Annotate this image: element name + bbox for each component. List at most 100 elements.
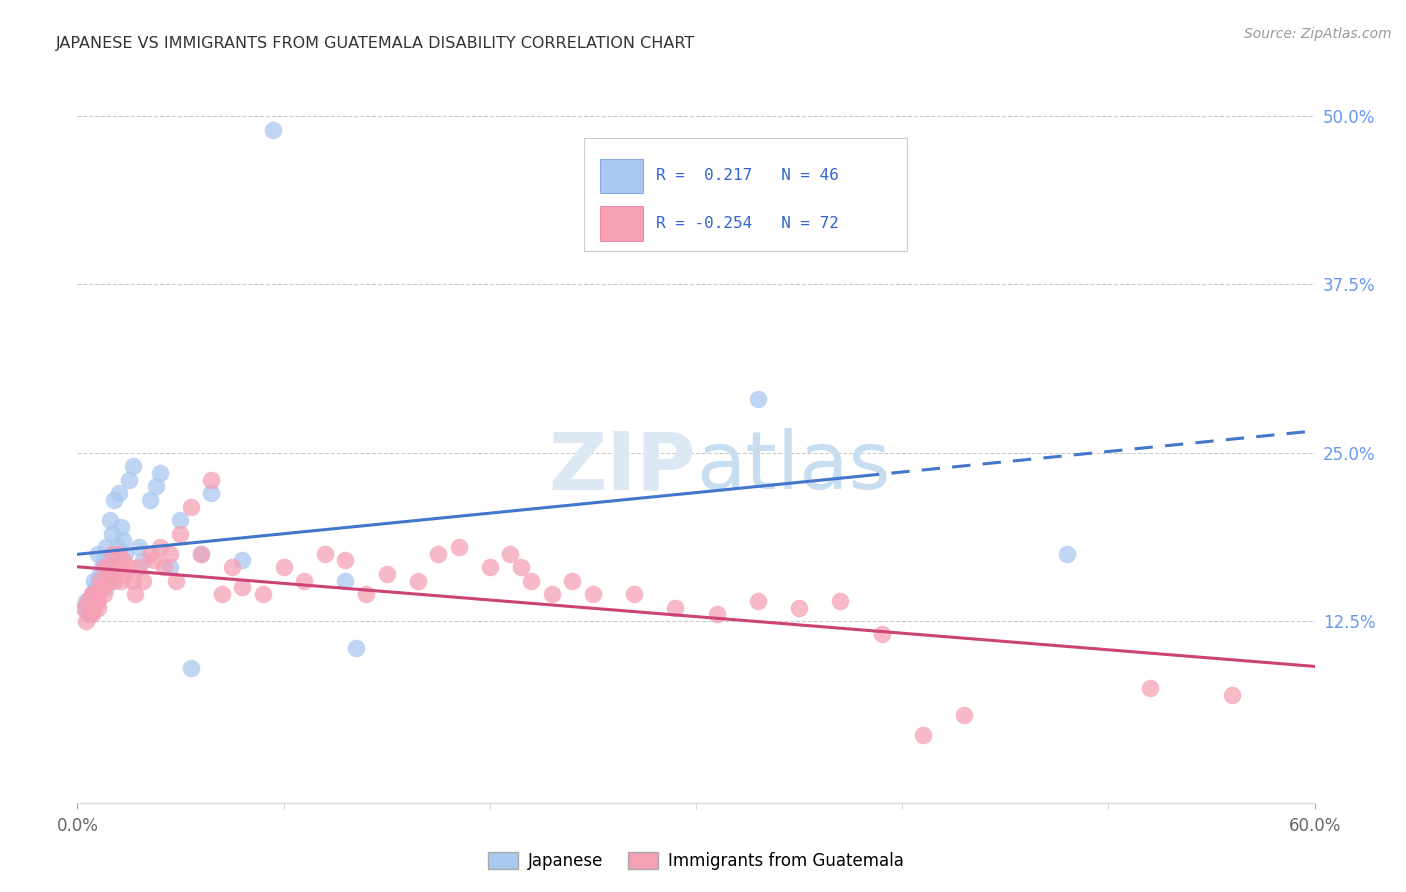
Point (97, 560, 120, 574)
Point (80, 587, 103, 601)
Point (447, 540, 470, 554)
Point (80, 607, 103, 622)
Point (105, 540, 128, 554)
Point (138, 547, 160, 561)
Text: R = -0.254   N = 72: R = -0.254 N = 72 (655, 216, 838, 231)
Point (83, 587, 105, 601)
Point (145, 479, 167, 493)
Point (231, 553, 253, 567)
Point (159, 547, 181, 561)
Point (128, 540, 150, 554)
Point (344, 640, 367, 655)
Point (91, 560, 114, 574)
Point (83, 587, 105, 601)
Point (520, 574, 543, 588)
Point (427, 547, 450, 561)
Point (499, 547, 522, 561)
Point (664, 600, 686, 615)
Point (1139, 681, 1161, 696)
Point (89, 566, 111, 581)
Point (582, 587, 605, 601)
Point (169, 526, 191, 541)
Point (111, 553, 134, 567)
Point (911, 729, 934, 743)
Point (87, 594, 110, 608)
Point (98, 566, 121, 581)
Point (375, 566, 398, 581)
Point (314, 547, 336, 561)
Point (169, 513, 191, 527)
Point (180, 661, 202, 675)
Point (110, 574, 132, 588)
Point (138, 492, 160, 507)
Point (107, 486, 129, 500)
Point (84, 580, 107, 594)
Point (96, 580, 118, 594)
Point (252, 587, 274, 601)
Point (84, 587, 107, 601)
Point (101, 526, 124, 541)
Point (72, 600, 94, 615)
Point (540, 587, 562, 601)
Point (79, 600, 101, 615)
Point (153, 560, 176, 574)
Point (98, 513, 121, 527)
Point (190, 547, 212, 561)
Point (159, 560, 181, 574)
Point (107, 547, 129, 561)
Point (97, 553, 120, 567)
Point (122, 574, 145, 588)
Point (89, 574, 111, 588)
Point (830, 594, 852, 608)
Point (165, 574, 187, 588)
Point (190, 547, 212, 561)
Point (72, 600, 94, 615)
Point (80, 594, 103, 608)
Point (292, 574, 315, 588)
Point (103, 492, 125, 507)
Point (83, 600, 105, 615)
Point (142, 553, 165, 567)
Point (103, 574, 125, 588)
Point (706, 607, 728, 622)
Text: ZIP: ZIP (548, 428, 696, 507)
Point (200, 473, 222, 487)
Point (870, 627, 893, 641)
Point (93, 560, 115, 574)
Point (89, 574, 111, 588)
Point (79, 607, 101, 622)
Point (96, 540, 118, 554)
Point (221, 560, 243, 574)
Point (561, 574, 583, 588)
Point (122, 459, 145, 474)
Point (335, 553, 357, 567)
Point (114, 547, 136, 561)
Point (84, 594, 107, 608)
Text: Source: ZipAtlas.com: Source: ZipAtlas.com (1244, 27, 1392, 41)
Point (76, 594, 98, 608)
Point (262, 122, 284, 136)
Point (87, 600, 110, 615)
Text: atlas: atlas (696, 428, 890, 507)
Point (118, 473, 141, 487)
Point (93, 587, 115, 601)
Point (91, 580, 114, 594)
Point (75, 614, 97, 628)
Point (132, 574, 155, 588)
Point (180, 500, 202, 514)
Point (118, 560, 141, 574)
Legend: Japanese, Immigrants from Guatemala: Japanese, Immigrants from Guatemala (481, 845, 911, 877)
Point (406, 574, 429, 588)
Point (101, 547, 124, 561)
Point (787, 600, 810, 615)
Point (87, 574, 110, 588)
Point (76, 607, 98, 622)
Point (478, 560, 501, 574)
Point (105, 560, 128, 574)
Text: R =  0.217   N = 46: R = 0.217 N = 46 (655, 169, 838, 184)
Point (747, 392, 769, 406)
Point (114, 566, 136, 581)
Point (132, 553, 155, 567)
Point (623, 587, 645, 601)
Point (111, 533, 134, 548)
